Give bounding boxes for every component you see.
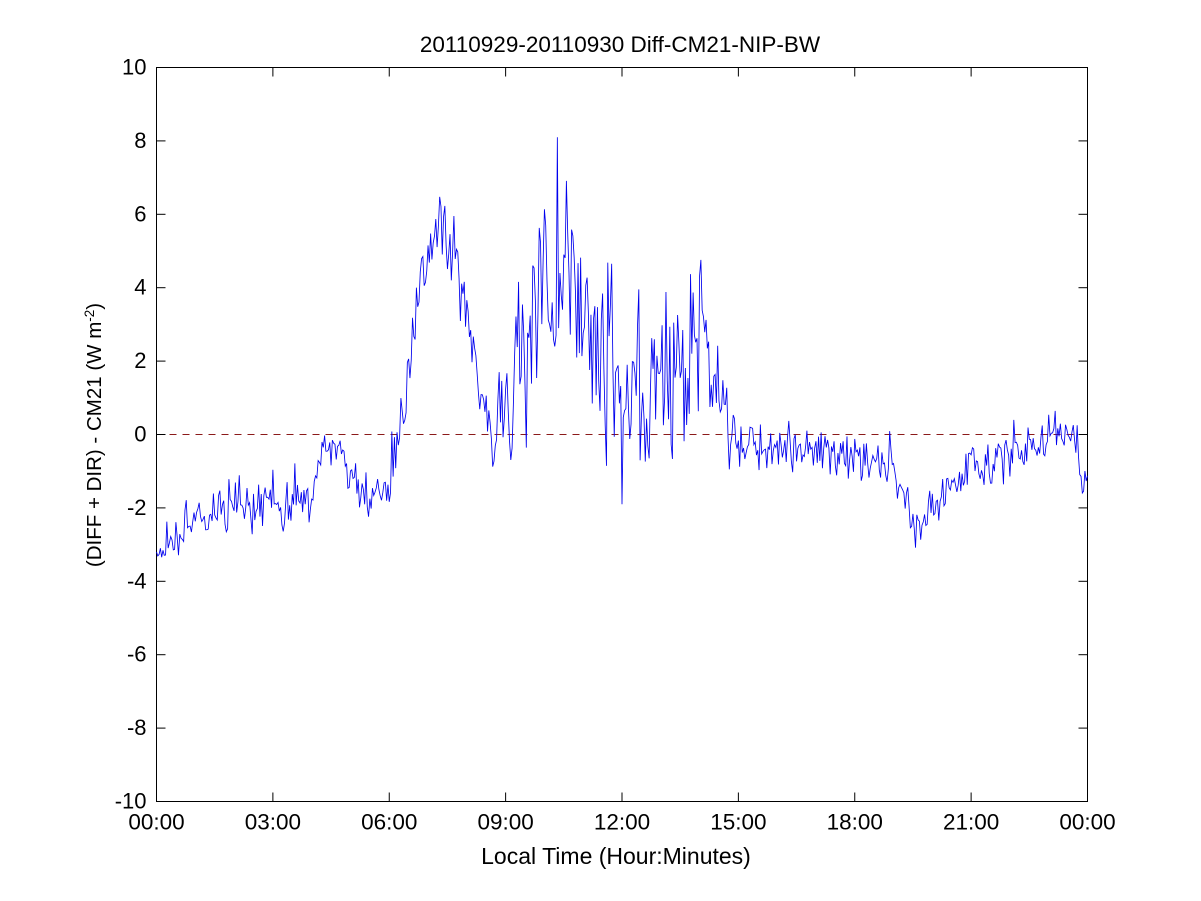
svg-text:18:00: 18:00 (827, 810, 883, 835)
svg-text:21:00: 21:00 (943, 810, 999, 835)
svg-text:(DIFF + DIR) - CM21 (W m-2): (DIFF + DIR) - CM21 (W m-2) (82, 303, 107, 567)
svg-text:10: 10 (122, 55, 146, 80)
svg-text:15:00: 15:00 (710, 810, 766, 835)
svg-text:Local Time (Hour:Minutes): Local Time (Hour:Minutes) (481, 843, 751, 869)
svg-text:6: 6 (134, 201, 146, 226)
svg-text:12:00: 12:00 (594, 810, 650, 835)
svg-text:2: 2 (134, 348, 146, 373)
svg-text:-6: -6 (127, 642, 147, 667)
svg-text:06:00: 06:00 (361, 810, 417, 835)
svg-text:-4: -4 (127, 568, 147, 593)
svg-text:20110929-20110930 Diff-CM21-NI: 20110929-20110930 Diff-CM21-NIP-BW (420, 32, 821, 57)
svg-text:8: 8 (134, 128, 146, 153)
svg-text:09:00: 09:00 (477, 810, 533, 835)
svg-text:0: 0 (134, 422, 146, 447)
svg-text:-10: -10 (115, 789, 147, 814)
svg-text:-8: -8 (127, 715, 147, 740)
svg-text:03:00: 03:00 (245, 810, 301, 835)
svg-text:4: 4 (134, 275, 146, 300)
svg-text:00:00: 00:00 (1059, 810, 1115, 835)
svg-text:-2: -2 (127, 495, 147, 520)
